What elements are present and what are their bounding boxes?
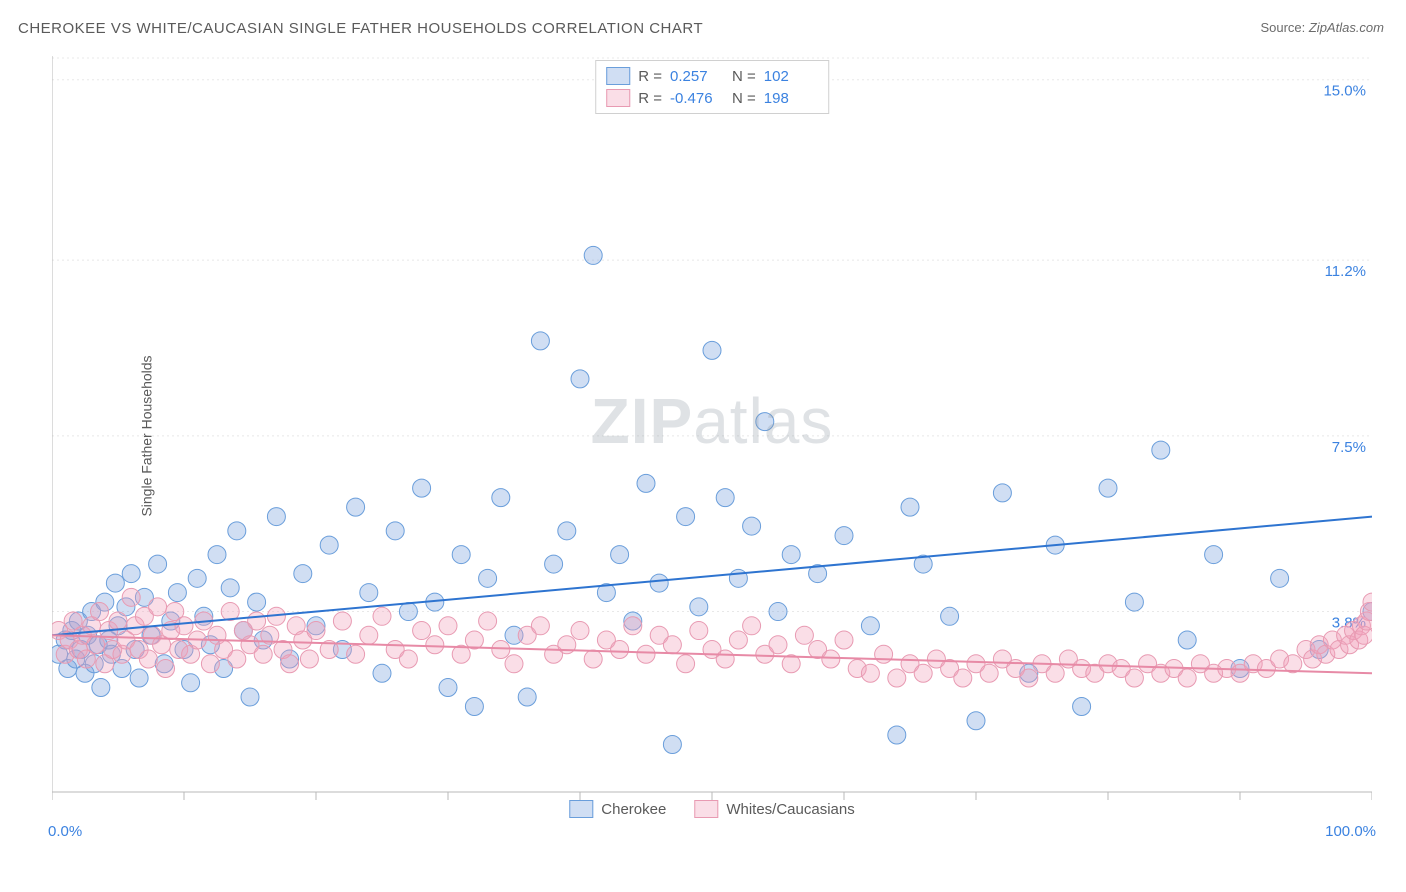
r-value: -0.476 <box>670 90 724 107</box>
legend-item-cherokee: Cherokee <box>569 800 666 818</box>
legend-label: Cherokee <box>601 801 666 818</box>
source-label: Source: <box>1260 20 1308 35</box>
source-value: ZipAtlas.com <box>1309 20 1384 35</box>
y-axis-label: Single Father Households <box>139 355 155 516</box>
legend-swatch-cherokee <box>569 800 593 818</box>
r-label: R = <box>638 90 662 107</box>
n-label: N = <box>732 68 756 85</box>
svg-text:7.5%: 7.5% <box>1332 439 1366 456</box>
legend-swatch-whites <box>606 89 630 107</box>
r-label: R = <box>638 68 662 85</box>
scatter-plot: Single Father Households 3.8%7.5%11.2%15… <box>52 56 1372 816</box>
svg-text:11.2%: 11.2% <box>1325 263 1366 280</box>
chart-title: CHEROKEE VS WHITE/CAUCASIAN SINGLE FATHE… <box>18 20 703 37</box>
legend-label: Whites/Caucasians <box>726 801 854 818</box>
svg-text:15.0%: 15.0% <box>1323 83 1366 100</box>
r-value: 0.257 <box>670 68 724 85</box>
legend-stats: R = 0.257 N = 102 R = -0.476 N = 198 <box>595 60 829 114</box>
legend-swatch-cherokee <box>606 67 630 85</box>
source-attribution: Source: ZipAtlas.com <box>1260 20 1384 35</box>
legend-swatch-whites <box>694 800 718 818</box>
legend-series: Cherokee Whites/Caucasians <box>569 800 854 818</box>
legend-stats-row: R = 0.257 N = 102 <box>606 65 818 87</box>
n-value: 102 <box>764 68 818 85</box>
n-label: N = <box>732 90 756 107</box>
chart-svg: 3.8%7.5%11.2%15.0% <box>52 56 1372 816</box>
legend-item-whites: Whites/Caucasians <box>694 800 854 818</box>
x-axis-min-label: 0.0% <box>48 823 82 840</box>
x-axis-max-label: 100.0% <box>1325 823 1376 840</box>
legend-stats-row: R = -0.476 N = 198 <box>606 87 818 109</box>
n-value: 198 <box>764 90 818 107</box>
